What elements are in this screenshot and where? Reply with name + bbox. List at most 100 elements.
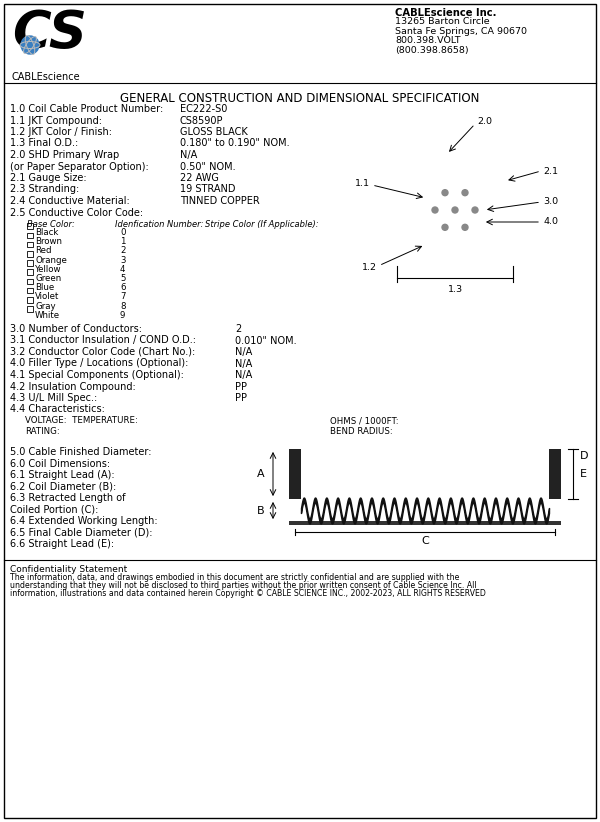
Text: 4.4 Characteristics:: 4.4 Characteristics: bbox=[10, 404, 105, 414]
Text: D: D bbox=[580, 451, 589, 461]
Bar bbox=[549, 449, 561, 499]
Text: A: A bbox=[257, 469, 265, 479]
Text: OHMS / 1000FT:: OHMS / 1000FT: bbox=[330, 416, 398, 425]
Text: CS: CS bbox=[12, 8, 87, 60]
Bar bbox=[27, 270, 33, 275]
Text: 0: 0 bbox=[120, 228, 125, 237]
Bar bbox=[27, 224, 33, 229]
Text: GENERAL CONSTRUCTION AND DIMENSIONAL SPECIFICATION: GENERAL CONSTRUCTION AND DIMENSIONAL SPE… bbox=[121, 92, 479, 105]
Circle shape bbox=[472, 207, 478, 213]
Circle shape bbox=[462, 224, 468, 230]
Text: VOLTAGE:  TEMPERATURE:: VOLTAGE: TEMPERATURE: bbox=[25, 416, 138, 425]
Circle shape bbox=[452, 207, 458, 213]
Text: 1.0 Coil Cable Product Number:: 1.0 Coil Cable Product Number: bbox=[10, 104, 163, 114]
Text: 6.5 Final Cable Diameter (D):: 6.5 Final Cable Diameter (D): bbox=[10, 528, 152, 538]
Text: Stripe Color (If Applicable):: Stripe Color (If Applicable): bbox=[205, 220, 319, 229]
Text: 3.1 Conductor Insulation / COND O.D.:: 3.1 Conductor Insulation / COND O.D.: bbox=[10, 335, 196, 345]
Text: TINNED COPPER: TINNED COPPER bbox=[180, 196, 260, 206]
Text: 0.180" to 0.190" NOM.: 0.180" to 0.190" NOM. bbox=[180, 138, 290, 149]
Text: 4.2 Insulation Compound:: 4.2 Insulation Compound: bbox=[10, 381, 136, 391]
Text: 22 AWG: 22 AWG bbox=[180, 173, 219, 183]
Circle shape bbox=[432, 207, 438, 213]
Text: 6.1 Straight Lead (A):: 6.1 Straight Lead (A): bbox=[10, 470, 115, 480]
Text: 6.0 Coil Dimensions:: 6.0 Coil Dimensions: bbox=[10, 459, 110, 469]
Text: 6.2 Coil Diameter (B):: 6.2 Coil Diameter (B): bbox=[10, 482, 116, 492]
Text: (800.398.8658): (800.398.8658) bbox=[395, 46, 469, 55]
Text: B: B bbox=[257, 506, 265, 515]
Text: 3.0 Number of Conductors:: 3.0 Number of Conductors: bbox=[10, 324, 142, 334]
Text: N/A: N/A bbox=[235, 358, 252, 368]
Bar bbox=[27, 288, 33, 293]
Text: Yellow: Yellow bbox=[35, 265, 62, 274]
Text: 4: 4 bbox=[120, 265, 125, 274]
Bar bbox=[27, 233, 33, 238]
Text: GLOSS BLACK: GLOSS BLACK bbox=[180, 127, 248, 137]
Text: 1.3 Final O.D.:: 1.3 Final O.D.: bbox=[10, 138, 78, 149]
Text: Confidentiality Statement: Confidentiality Statement bbox=[10, 565, 127, 574]
Text: CABLEscience Inc.: CABLEscience Inc. bbox=[395, 8, 497, 18]
Text: Brown: Brown bbox=[35, 238, 62, 247]
Text: EC222-S0: EC222-S0 bbox=[180, 104, 227, 114]
Text: White: White bbox=[35, 311, 60, 320]
Text: 8: 8 bbox=[120, 302, 125, 311]
Bar bbox=[289, 521, 561, 525]
Text: N/A: N/A bbox=[235, 370, 252, 380]
Text: Blue: Blue bbox=[35, 284, 54, 292]
Text: 7: 7 bbox=[120, 293, 125, 302]
Text: 6: 6 bbox=[120, 284, 125, 292]
Text: BEND RADIUS:: BEND RADIUS: bbox=[330, 427, 393, 436]
Text: 4.0 Filler Type / Locations (Optional):: 4.0 Filler Type / Locations (Optional): bbox=[10, 358, 188, 368]
Text: 9: 9 bbox=[120, 311, 125, 320]
Text: Coiled Portion (C):: Coiled Portion (C): bbox=[10, 505, 98, 515]
Text: Idenfication Number:: Idenfication Number: bbox=[115, 220, 203, 229]
Text: 2.1: 2.1 bbox=[543, 167, 558, 176]
Text: 0.010" NOM.: 0.010" NOM. bbox=[235, 335, 296, 345]
Text: 3: 3 bbox=[120, 256, 125, 265]
Text: Red: Red bbox=[35, 247, 52, 256]
Text: C: C bbox=[421, 536, 429, 546]
Bar bbox=[27, 242, 33, 247]
Text: 1.1: 1.1 bbox=[355, 178, 370, 187]
Circle shape bbox=[21, 36, 39, 54]
Text: 1: 1 bbox=[120, 238, 125, 247]
Bar bbox=[289, 449, 301, 499]
Text: PP: PP bbox=[235, 381, 247, 391]
Bar bbox=[27, 307, 33, 312]
Text: 2.5 Conductive Color Code:: 2.5 Conductive Color Code: bbox=[10, 207, 143, 218]
Circle shape bbox=[442, 190, 448, 196]
Text: Orange: Orange bbox=[35, 256, 67, 265]
Text: 0.50" NOM.: 0.50" NOM. bbox=[180, 161, 236, 172]
Text: CS8590P: CS8590P bbox=[180, 116, 223, 126]
Bar bbox=[27, 297, 33, 302]
Text: Base Color:: Base Color: bbox=[27, 220, 75, 229]
Text: 19 STRAND: 19 STRAND bbox=[180, 184, 235, 195]
Text: N/A: N/A bbox=[180, 150, 197, 160]
Text: RATING:: RATING: bbox=[25, 427, 60, 436]
Text: 3.0: 3.0 bbox=[543, 197, 558, 206]
Text: N/A: N/A bbox=[235, 347, 252, 357]
Text: 2: 2 bbox=[235, 324, 241, 334]
Text: Violet: Violet bbox=[35, 293, 59, 302]
Text: 2.3 Stranding:: 2.3 Stranding: bbox=[10, 184, 79, 195]
Text: Black: Black bbox=[35, 228, 58, 237]
Text: 2.1 Gauge Size:: 2.1 Gauge Size: bbox=[10, 173, 86, 183]
Text: The information, data, and drawings embodied in this document are strictly confi: The information, data, and drawings embo… bbox=[10, 572, 460, 581]
Text: 2.0 SHD Primary Wrap: 2.0 SHD Primary Wrap bbox=[10, 150, 119, 160]
Text: information, illustrations and data contained herein Copyright © CABLE SCIENCE I: information, illustrations and data cont… bbox=[10, 589, 486, 598]
Text: 2: 2 bbox=[120, 247, 125, 256]
Text: 4.1 Special Components (Optional):: 4.1 Special Components (Optional): bbox=[10, 370, 184, 380]
Text: 4.0: 4.0 bbox=[543, 218, 558, 227]
Bar bbox=[27, 279, 33, 284]
Text: 4.3 U/L Mill Spec.:: 4.3 U/L Mill Spec.: bbox=[10, 393, 97, 403]
Text: 6.4 Extended Working Length:: 6.4 Extended Working Length: bbox=[10, 516, 158, 526]
Text: 2.0: 2.0 bbox=[477, 118, 492, 127]
Text: 1.2 JKT Color / Finish:: 1.2 JKT Color / Finish: bbox=[10, 127, 112, 137]
Text: 3.2 Conductor Color Code (Chart No.):: 3.2 Conductor Color Code (Chart No.): bbox=[10, 347, 195, 357]
Text: 1.1 JKT Compound:: 1.1 JKT Compound: bbox=[10, 116, 102, 126]
Text: 2.4 Conductive Material:: 2.4 Conductive Material: bbox=[10, 196, 130, 206]
Text: understanding that they will not be disclosed to third parties without the prior: understanding that they will not be disc… bbox=[10, 580, 476, 589]
Text: 800.398.VOLT: 800.398.VOLT bbox=[395, 36, 461, 45]
Text: (or Paper Separator Option):: (or Paper Separator Option): bbox=[10, 161, 149, 172]
Text: E: E bbox=[580, 469, 587, 479]
Circle shape bbox=[442, 224, 448, 230]
